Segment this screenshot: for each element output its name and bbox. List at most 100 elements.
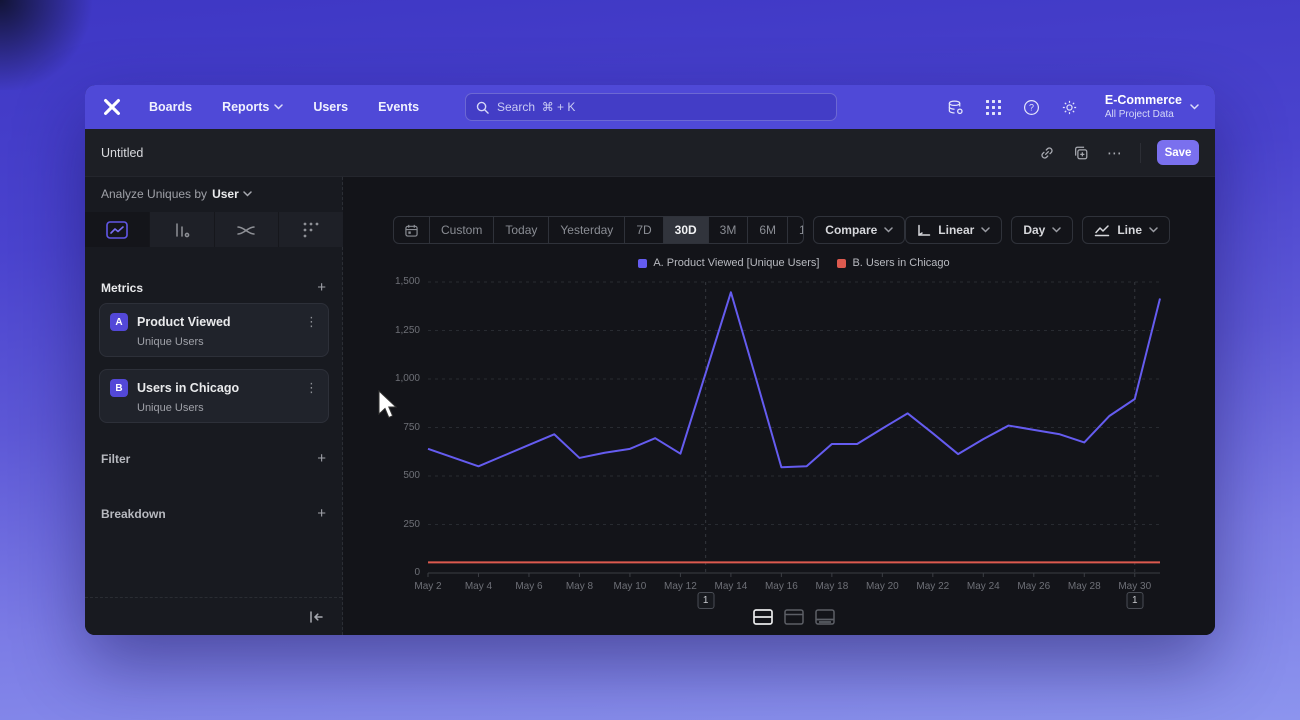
top-navbar: Boards Reports Users Events <box>85 85 1215 129</box>
tab-bar-chart[interactable] <box>150 212 215 247</box>
x-axis-tick: May 26 <box>1017 581 1051 592</box>
breakdown-row: Breakdown + <box>101 506 326 521</box>
background-vignette <box>0 0 120 90</box>
range-7d[interactable]: 7D <box>624 217 662 243</box>
metrics-header-row: Metrics + <box>101 280 326 295</box>
metric-card-a[interactable]: A Product Viewed ⋮ Unique Users <box>99 303 329 357</box>
svg-text:?: ? <box>1029 102 1034 112</box>
tab-flows[interactable] <box>215 212 280 247</box>
range-12m[interactable]: 12M <box>787 217 803 243</box>
range-3m[interactable]: 3M <box>707 217 748 243</box>
app-window: Boards Reports Users Events <box>85 85 1215 635</box>
metric-subtitle[interactable]: Unique Users <box>137 336 204 348</box>
annotation-badge[interactable]: 1 <box>1126 592 1144 609</box>
nav-item-events[interactable]: Events <box>378 100 420 114</box>
navbar-actions: ? E-Commerce All Project Data <box>947 93 1199 121</box>
x-axis-tick: May 4 <box>464 581 493 592</box>
metric-badge-a: A <box>110 313 128 331</box>
nav-menu: Boards Reports Users Events <box>149 100 419 114</box>
range-custom[interactable]: Custom <box>429 217 493 243</box>
range-6m[interactable]: 6M <box>747 217 787 243</box>
chevron-down-icon <box>1149 227 1158 233</box>
chart-panel: CustomTodayYesterday7D30D3M6M12M Compare… <box>343 177 1215 635</box>
chevron-down-icon <box>1190 104 1199 110</box>
layout-chart-focus-icon[interactable] <box>783 608 805 626</box>
granularity-button[interactable]: Day <box>1011 216 1074 244</box>
duplicate-icon[interactable] <box>1072 144 1090 162</box>
y-axis-tick: 750 <box>403 421 420 433</box>
x-axis-tick: May 14 <box>714 581 748 592</box>
nav-item-boards[interactable]: Boards <box>149 100 193 114</box>
more-options-icon[interactable]: ⋯ <box>1107 144 1123 162</box>
y-axis-tick: 250 <box>403 518 420 530</box>
legend-swatch <box>638 258 648 268</box>
save-button[interactable]: Save <box>1157 140 1199 165</box>
legend-item-0[interactable]: A. Product Viewed [Unique Users] <box>638 257 819 269</box>
collapse-sidebar-icon[interactable] <box>309 610 324 623</box>
search-input[interactable] <box>497 100 826 114</box>
chart-legend: A. Product Viewed [Unique Users] B. Users… <box>428 257 1160 269</box>
add-metric-button[interactable]: + <box>317 279 326 296</box>
report-title[interactable]: Untitled <box>101 145 144 160</box>
mixpanel-logo-icon[interactable] <box>101 96 123 118</box>
help-icon[interactable]: ? <box>1023 98 1041 116</box>
layout-split-icon[interactable] <box>752 608 774 626</box>
filter-header: Filter <box>101 451 131 466</box>
scale-button[interactable]: Linear <box>905 216 1003 244</box>
tab-retention[interactable] <box>279 212 343 247</box>
chevron-down-icon <box>884 227 894 233</box>
linear-axis-icon <box>918 224 931 236</box>
analyze-row: Analyze Uniques by User <box>101 187 252 201</box>
tab-line-chart[interactable] <box>85 212 150 247</box>
project-scope: All Project Data <box>1104 108 1174 120</box>
range-yesterday[interactable]: Yesterday <box>548 217 624 243</box>
x-axis-tick: May 22 <box>916 581 950 592</box>
line-chart-icon <box>1095 224 1110 236</box>
chart-controls: CustomTodayYesterday7D30D3M6M12M Compare… <box>393 216 1170 244</box>
add-breakdown-button[interactable]: + <box>317 505 326 522</box>
metric-menu-icon[interactable]: ⋮ <box>305 380 318 395</box>
x-axis-tick: May 28 <box>1067 581 1101 592</box>
chevron-down-icon <box>981 227 991 233</box>
y-axis-tick: 1,000 <box>394 373 420 384</box>
project-selector[interactable]: E-Commerce All Project Data <box>1105 93 1199 121</box>
layout-table-focus-icon[interactable] <box>814 608 836 626</box>
add-filter-button[interactable]: + <box>317 450 326 467</box>
x-axis-tick: May 18 <box>815 581 849 592</box>
compare-button[interactable]: Compare <box>813 216 906 244</box>
data-management-icon[interactable] <box>947 98 965 116</box>
annotation-badge[interactable]: 1 <box>697 592 715 609</box>
project-name: E-Commerce <box>1104 92 1182 107</box>
x-axis-tick: May 30 <box>1118 581 1152 592</box>
metric-menu-icon[interactable]: ⋮ <box>305 314 318 329</box>
y-axis-tick: 0 <box>414 567 420 578</box>
breakdown-header: Breakdown <box>101 506 166 521</box>
chevron-down-icon <box>274 104 284 110</box>
nav-item-reports[interactable]: Reports <box>222 100 284 114</box>
chart-type-button[interactable]: Line <box>1082 216 1170 244</box>
range-30d[interactable]: 30D <box>662 217 708 243</box>
settings-gear-icon[interactable] <box>1061 98 1079 116</box>
series-line-0 <box>427 291 1161 469</box>
metric-title: Users in Chicago <box>137 381 240 395</box>
range-today[interactable]: Today <box>493 217 548 243</box>
report-toolbar: Untitled ⋯ Save <box>85 129 1215 177</box>
metric-badge-b: B <box>110 379 128 397</box>
toolbar-divider <box>1140 142 1141 163</box>
metric-subtitle[interactable]: Unique Users <box>137 402 204 414</box>
flows-tab-icon <box>237 225 256 235</box>
analyze-entity-dropdown[interactable]: User <box>212 187 252 201</box>
global-search[interactable] <box>465 93 837 121</box>
calendar-icon[interactable] <box>394 217 429 243</box>
search-icon <box>476 101 489 114</box>
retention-grid-tab-icon <box>303 222 319 237</box>
share-link-icon[interactable] <box>1038 144 1056 162</box>
apps-grid-icon[interactable] <box>985 98 1003 116</box>
x-axis-tick: May 10 <box>613 581 647 592</box>
x-axis-tick: May 6 <box>515 581 543 592</box>
nav-item-users[interactable]: Users <box>313 100 349 114</box>
legend-item-1[interactable]: B. Users in Chicago <box>837 257 950 269</box>
line-chart[interactable]: 0 250 500 750 1,000 1,250 1,500 1 1 May 2 May 4 May… <box>395 276 1161 609</box>
x-axis-tick: May 12 <box>664 581 697 592</box>
metric-card-b[interactable]: B Users in Chicago ⋮ Unique Users <box>99 369 329 423</box>
